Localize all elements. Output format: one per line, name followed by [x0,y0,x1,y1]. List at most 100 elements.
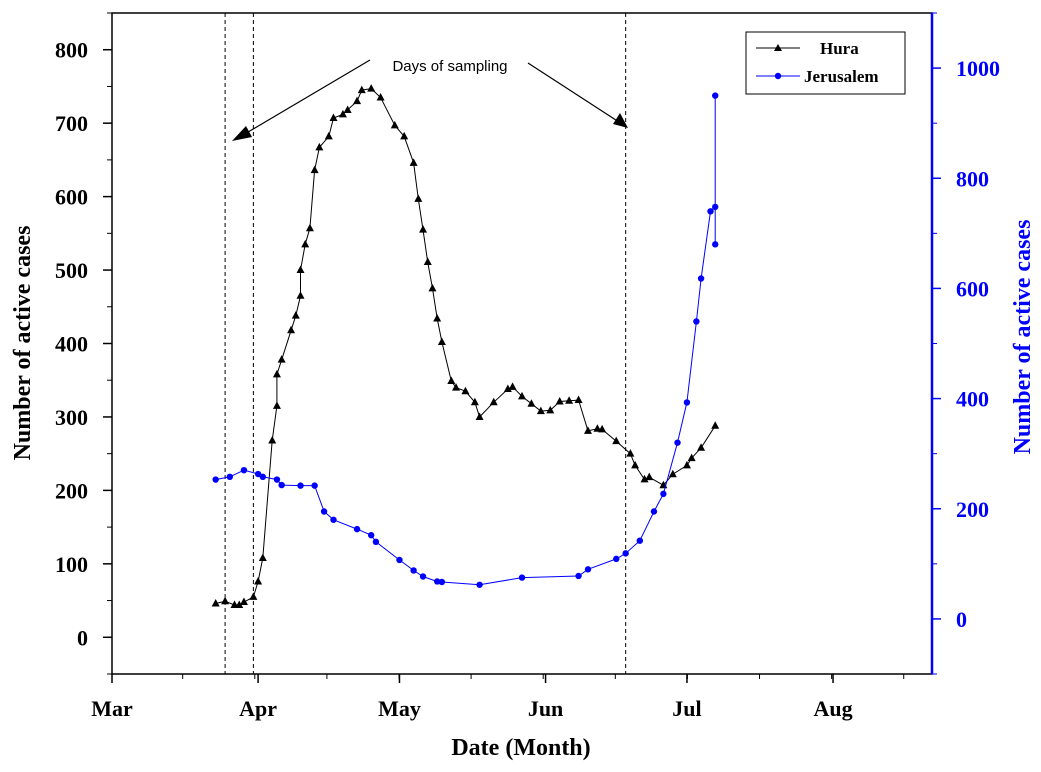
data-point [503,384,512,393]
data-point [598,424,607,433]
x-axis-title: Date (Month) [451,735,590,761]
data-point [367,84,376,92]
y-left-tick-label: 0 [77,625,88,650]
data-point [330,516,337,523]
data-point [240,466,248,474]
x-tick-label: Mar [91,696,133,721]
data-point [674,439,681,446]
annotation-arrowhead-right [613,113,628,128]
data-point [324,131,333,140]
y-left-tick-label: 400 [55,332,88,357]
data-point [668,469,677,478]
y-right-tick-label: 0 [956,607,967,632]
data-point [518,574,526,581]
data-point [461,386,470,395]
x-tick-label: Apr [239,696,277,721]
data-point [527,399,536,407]
data-point [428,283,437,292]
data-point [221,596,230,605]
data-point [305,223,314,232]
data-point [438,578,446,586]
data-point [301,239,310,248]
data-point [683,399,691,406]
data-point [612,436,621,445]
y-left-tick-label: 100 [55,552,88,577]
data-point [433,578,441,585]
data-point [409,158,418,166]
data-point [433,314,442,322]
data-point [258,553,267,561]
series-line-jerusalem [215,95,716,586]
data-point [437,337,446,346]
data-point [575,572,582,580]
data-point [315,142,324,151]
legend-marker-jerusalem [774,72,782,80]
data-point [297,482,304,489]
data-point [226,473,234,481]
data-point [711,421,720,429]
annotation-arrowhead-left [232,126,252,141]
data-point [476,581,483,588]
y-left-tick-label: 500 [55,258,88,283]
data-point [329,113,338,122]
data-point [272,369,281,378]
sampling-annotation: Days of sampling [232,58,628,141]
y-right-tick-label: 400 [956,387,989,412]
x-tick-label: May [378,696,421,721]
data-point [211,598,220,607]
data-point [697,275,705,282]
data-point [419,225,428,233]
x-tick-label: Jul [672,696,701,721]
y-left-tick-label: 300 [55,405,88,430]
data-point [489,397,498,406]
data-point [626,449,635,457]
series-jerusalem [212,92,719,588]
data-point [574,395,583,404]
data-point [518,391,526,400]
data-point [212,476,219,483]
data-point [277,355,286,363]
data-point [707,208,714,215]
data-point [470,397,479,406]
data-point [291,311,300,319]
data-point [423,257,432,265]
data-point [235,600,244,608]
data-point [296,291,305,299]
data-point [693,318,700,325]
data-point [452,383,461,391]
data-point [310,165,319,174]
data-point [447,376,456,384]
data-point [414,194,423,202]
data-point [640,474,649,483]
data-point [546,405,555,414]
data-point [338,109,347,118]
data-point [287,325,296,334]
data-point [343,105,352,113]
data-point [593,424,602,432]
data-point [278,481,285,489]
series-line-hura [215,88,716,606]
data-point [273,476,281,483]
data-point [565,396,574,404]
data-point [396,556,403,564]
data-point [584,566,592,573]
series-hura [211,84,720,608]
data-point [555,397,564,405]
legend-box [745,31,906,95]
y-right-tick-label: 800 [956,166,989,191]
data-point [622,550,629,557]
x-tick-label: Jun [528,696,563,721]
annotation-text: Days of sampling [392,58,507,75]
data-point [272,401,281,409]
data-point [475,412,484,420]
data-point [254,470,262,478]
data-point [372,538,380,545]
y-left-tick-label: 800 [55,38,88,63]
legend: Hura Jerusalem [745,31,906,95]
data-point [254,576,263,585]
data-point [353,525,361,533]
data-point [645,472,654,481]
data-point [268,435,277,444]
data-point [353,96,362,105]
annotation-arrow-left [237,59,371,139]
